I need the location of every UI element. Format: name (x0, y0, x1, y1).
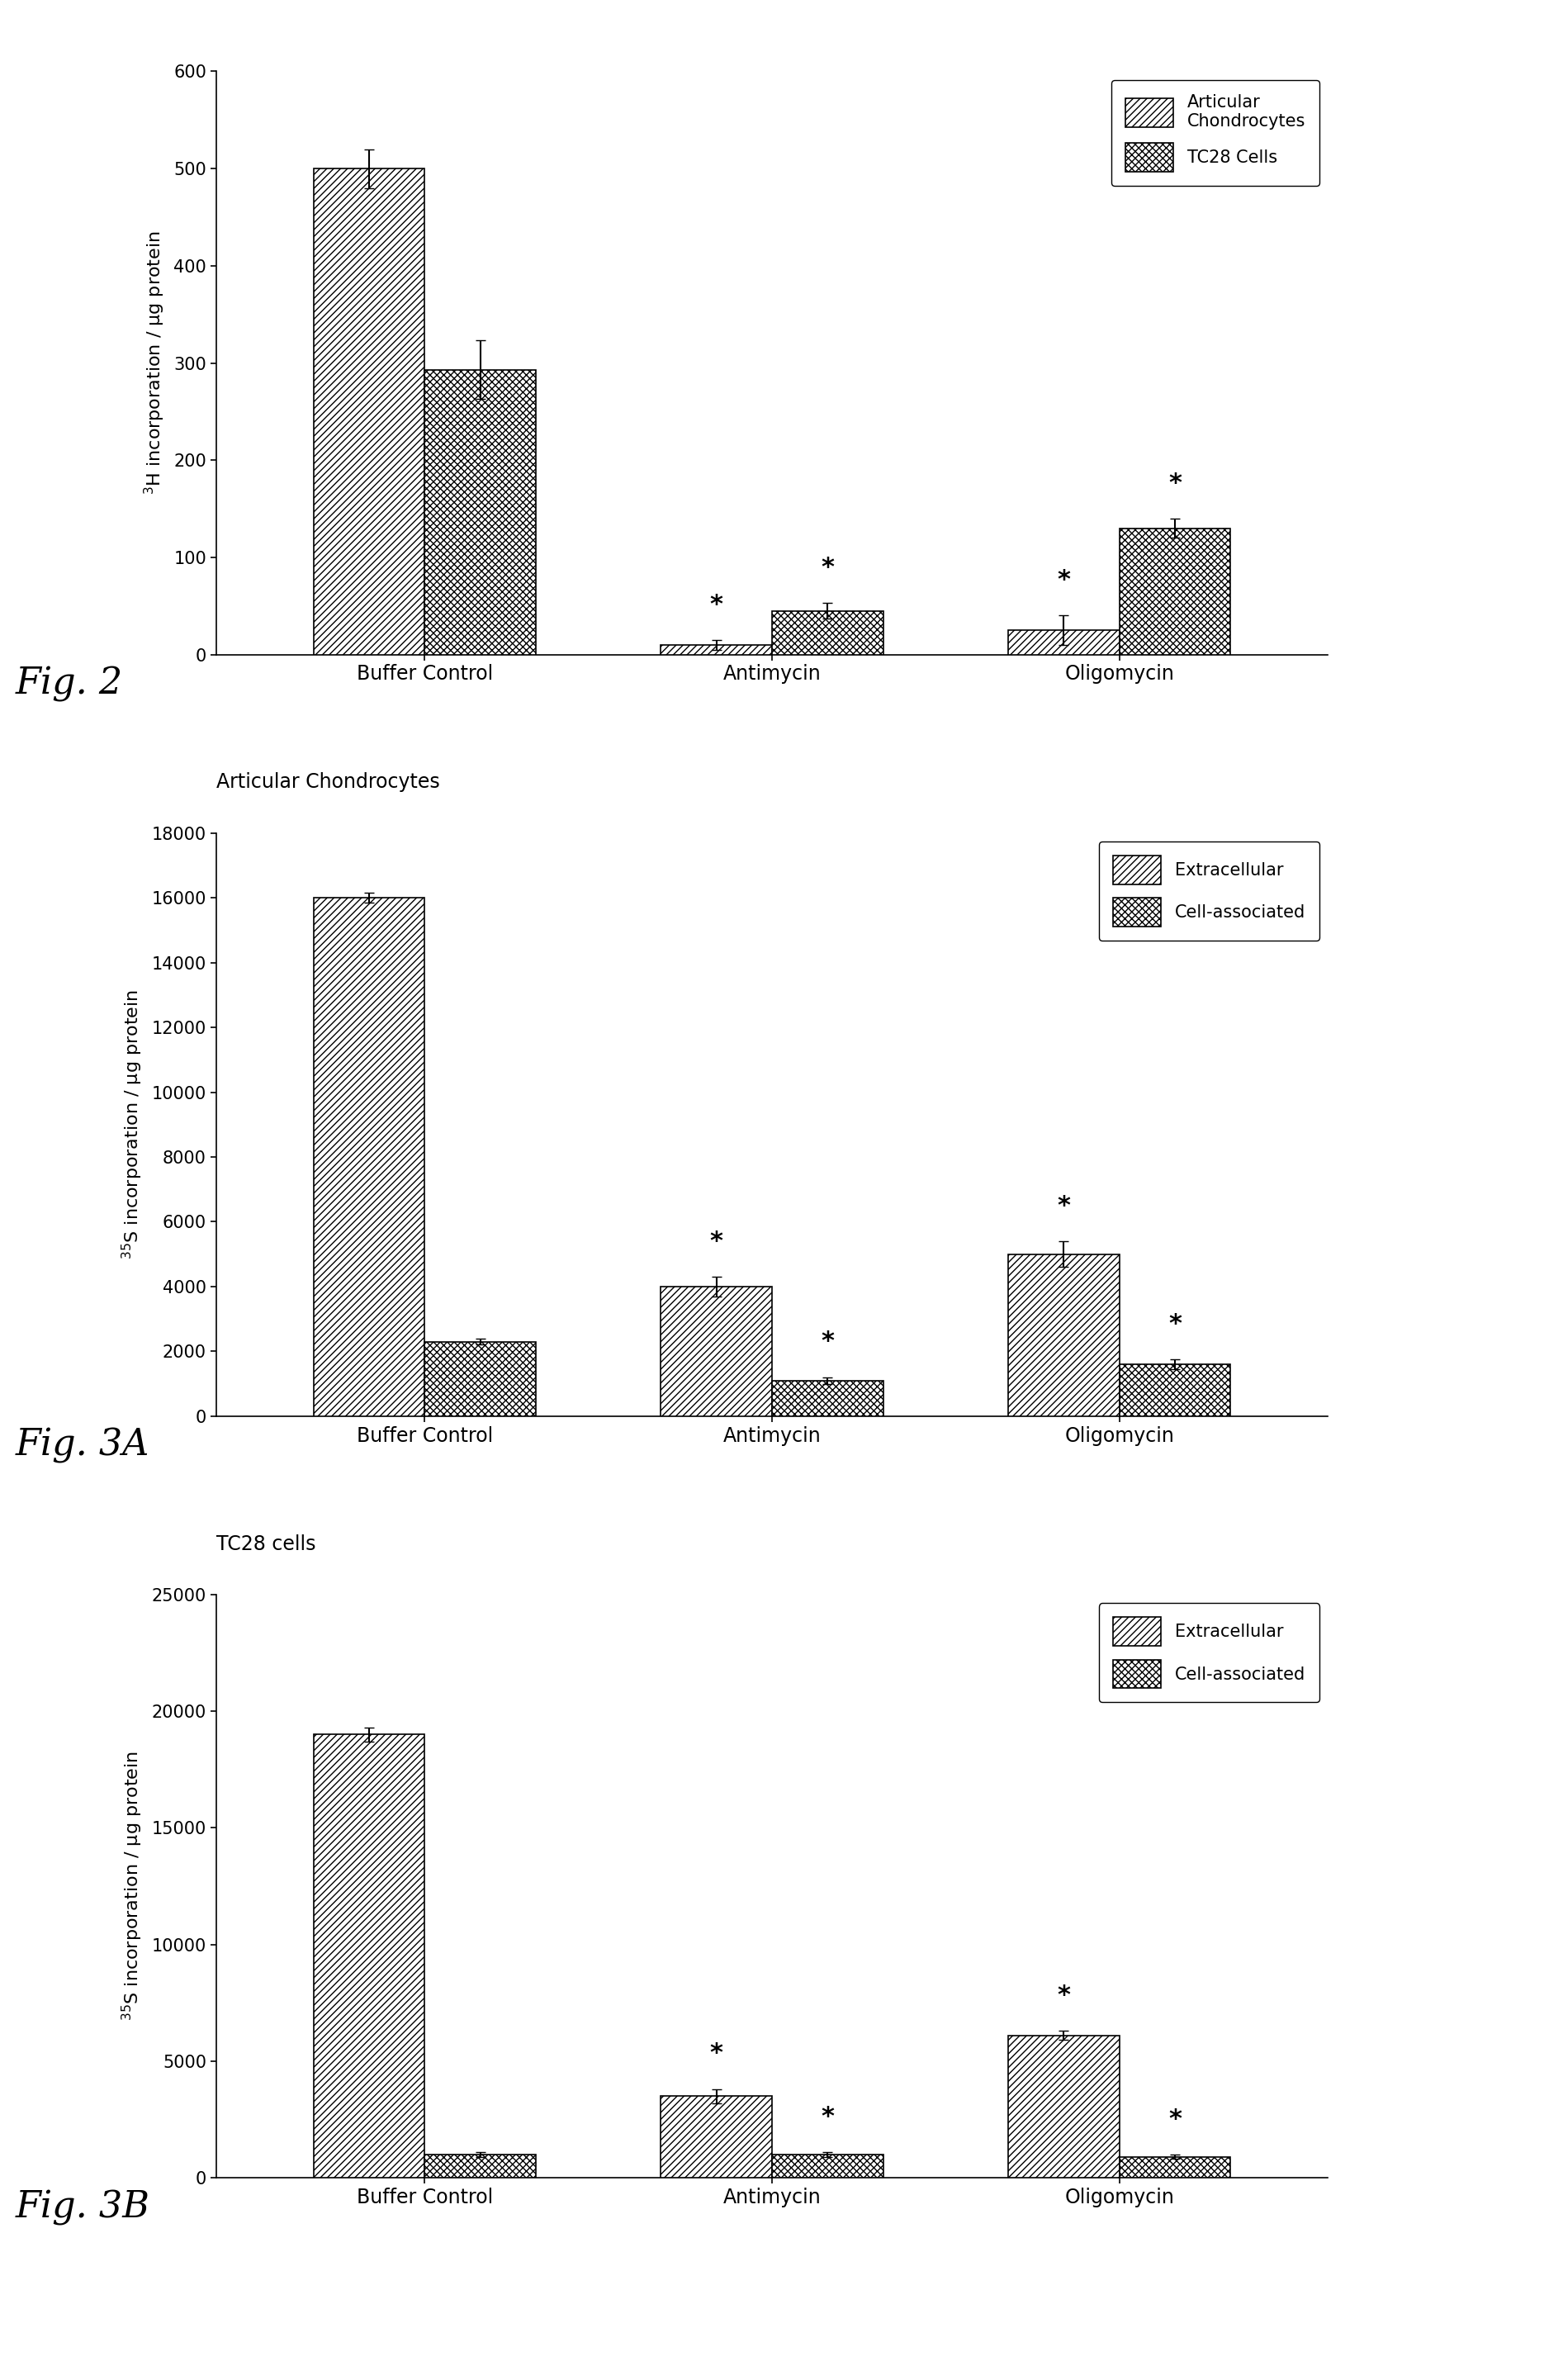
Bar (1008, 1254, 1119, 1416)
Text: *: * (1058, 1983, 1070, 2006)
Legend: Articular
Chondrocytes, TC28 Cells: Articular Chondrocytes, TC28 Cells (1112, 81, 1319, 186)
Bar (1119, 1364, 1231, 1416)
Bar (661, 645, 772, 654)
Text: *: * (1169, 1311, 1181, 1335)
Text: Articular Chondrocytes: Articular Chondrocytes (216, 773, 440, 793)
Bar (1119, 2156, 1231, 2178)
Y-axis label: $^{3}$H incorporation / μg protein: $^{3}$H incorporation / μg protein (142, 231, 167, 495)
Text: *: * (821, 555, 834, 581)
Text: Fig. 3A: Fig. 3A (15, 1428, 150, 1464)
Text: *: * (710, 2042, 723, 2066)
Bar (313, 897, 425, 1416)
Y-axis label: $^{35}$S incorporation / μg protein: $^{35}$S incorporation / μg protein (120, 990, 145, 1259)
Y-axis label: $^{35}$S incorporation / μg protein: $^{35}$S incorporation / μg protein (120, 1752, 145, 2021)
Text: *: * (1169, 471, 1181, 495)
Bar (1119, 528, 1231, 654)
Bar (1008, 631, 1119, 654)
Bar (313, 1735, 425, 2178)
Bar (425, 1342, 536, 1416)
Bar (425, 2154, 536, 2178)
Bar (772, 1380, 883, 1416)
Legend: Extracellular, Cell-associated: Extracellular, Cell-associated (1099, 843, 1319, 940)
Bar (772, 612, 883, 654)
Text: *: * (1058, 569, 1070, 593)
Text: *: * (710, 1230, 723, 1254)
Legend: Extracellular, Cell-associated: Extracellular, Cell-associated (1099, 1604, 1319, 1702)
Bar (1008, 2035, 1119, 2178)
Text: *: * (1169, 2109, 1181, 2132)
Text: *: * (1058, 1195, 1070, 1219)
Bar (772, 2154, 883, 2178)
Text: Fig. 2: Fig. 2 (15, 666, 124, 702)
Text: TC28 cells: TC28 cells (216, 1535, 315, 1554)
Bar (661, 2097, 772, 2178)
Text: Fig. 3B: Fig. 3B (15, 2190, 150, 2225)
Bar (313, 169, 425, 654)
Text: *: * (710, 593, 723, 616)
Text: *: * (821, 2104, 834, 2128)
Text: *: * (821, 1330, 834, 1354)
Bar (661, 1288, 772, 1416)
Bar (425, 369, 536, 654)
